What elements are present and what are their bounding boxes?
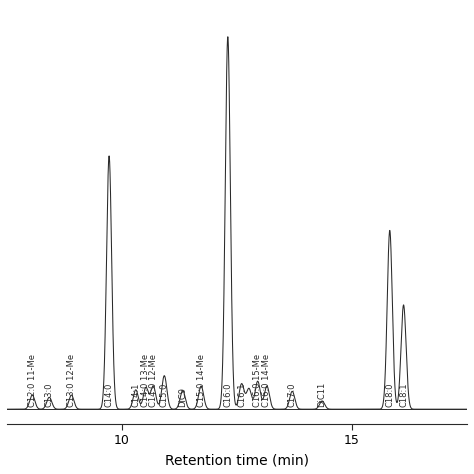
Text: C17:0: C17:0 xyxy=(288,383,297,407)
Text: C16:0: C16:0 xyxy=(223,383,232,407)
Text: DiC9: DiC9 xyxy=(178,387,187,407)
Text: C14:1: C14:1 xyxy=(131,383,140,407)
Text: C16:1: C16:1 xyxy=(237,383,246,407)
Text: DiC11: DiC11 xyxy=(318,382,327,407)
Text: C13:0: C13:0 xyxy=(45,383,54,407)
Text: C12:0 11-Me: C12:0 11-Me xyxy=(28,355,37,407)
Text: C16:0 15-Me: C16:0 15-Me xyxy=(253,354,262,407)
Text: C13:0 12-Me: C13:0 12-Me xyxy=(67,354,76,407)
X-axis label: Retention time (min): Retention time (min) xyxy=(165,453,309,467)
Text: C18:1: C18:1 xyxy=(399,383,408,407)
Text: C14:0 12-Me: C14:0 12-Me xyxy=(149,355,158,407)
Text: C16:0 14-Me: C16:0 14-Me xyxy=(263,354,272,407)
Text: C14:0: C14:0 xyxy=(105,383,114,407)
Text: C15:0 14-Me: C15:0 14-Me xyxy=(197,355,206,407)
Text: C15:0: C15:0 xyxy=(160,383,169,407)
Text: C18:0: C18:0 xyxy=(385,383,394,407)
Text: C14:0 13-Me: C14:0 13-Me xyxy=(141,354,150,407)
